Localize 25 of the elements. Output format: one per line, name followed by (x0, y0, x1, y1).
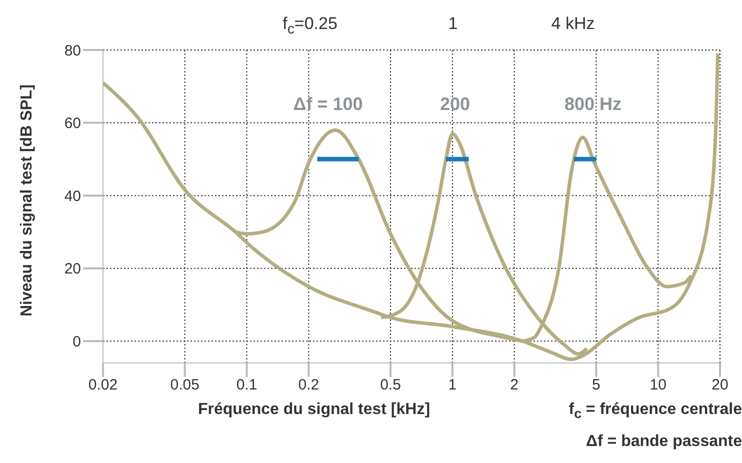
text: 1 (448, 14, 458, 34)
y-tick-label: 20 (64, 260, 81, 278)
annotation: 800 Hz (564, 94, 622, 115)
x-axis-title: Fréquence du signal test [kHz] (198, 401, 430, 419)
y-tick-label: 40 (64, 188, 81, 205)
annotation: Δf = 100 (293, 94, 363, 115)
text: Δf = bande passante (586, 433, 742, 451)
x-tick-label: 5 (592, 376, 600, 394)
y-axis-title: Niveau du signal test [dB SPL] (18, 84, 36, 316)
x-tick-label: 10 (650, 376, 666, 394)
x-tick-label: 20 (712, 376, 728, 394)
x-tick-label: 0.1 (236, 376, 258, 394)
y-tick-label: 80 (64, 42, 81, 60)
annotation: 200 (440, 94, 470, 115)
y-tick-label: 60 (64, 115, 81, 132)
text: 4 kHz (551, 14, 595, 34)
x-tick-label: 0.5 (380, 376, 401, 394)
y-tick-label: 0 (72, 333, 81, 350)
x-tick-label: 0.02 (88, 376, 118, 394)
x-tick-label: 0.05 (170, 376, 200, 394)
x-tick-label: 2 (510, 376, 519, 394)
x-tick-label: 1 (448, 376, 457, 394)
x-tick-label: 0.2 (298, 376, 320, 394)
text: f$_{c}$ = fréquence centrale (568, 401, 742, 422)
text: f$_{c}$=0.25 (282, 14, 338, 38)
